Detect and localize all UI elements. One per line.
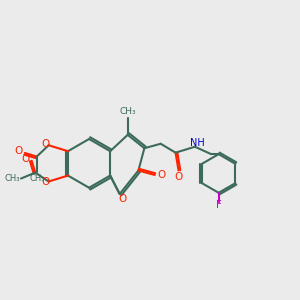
Text: O: O	[41, 139, 49, 149]
Text: O: O	[174, 172, 183, 182]
Text: NH: NH	[190, 138, 205, 148]
Text: O: O	[118, 194, 126, 204]
Text: O: O	[15, 146, 23, 157]
Text: CH₃: CH₃	[29, 174, 44, 183]
Text: O: O	[22, 154, 30, 164]
Text: F: F	[216, 200, 222, 210]
Text: CH₃: CH₃	[5, 174, 20, 183]
Text: CH₃: CH₃	[119, 106, 136, 116]
Text: O: O	[157, 170, 165, 180]
Text: O: O	[41, 176, 49, 187]
